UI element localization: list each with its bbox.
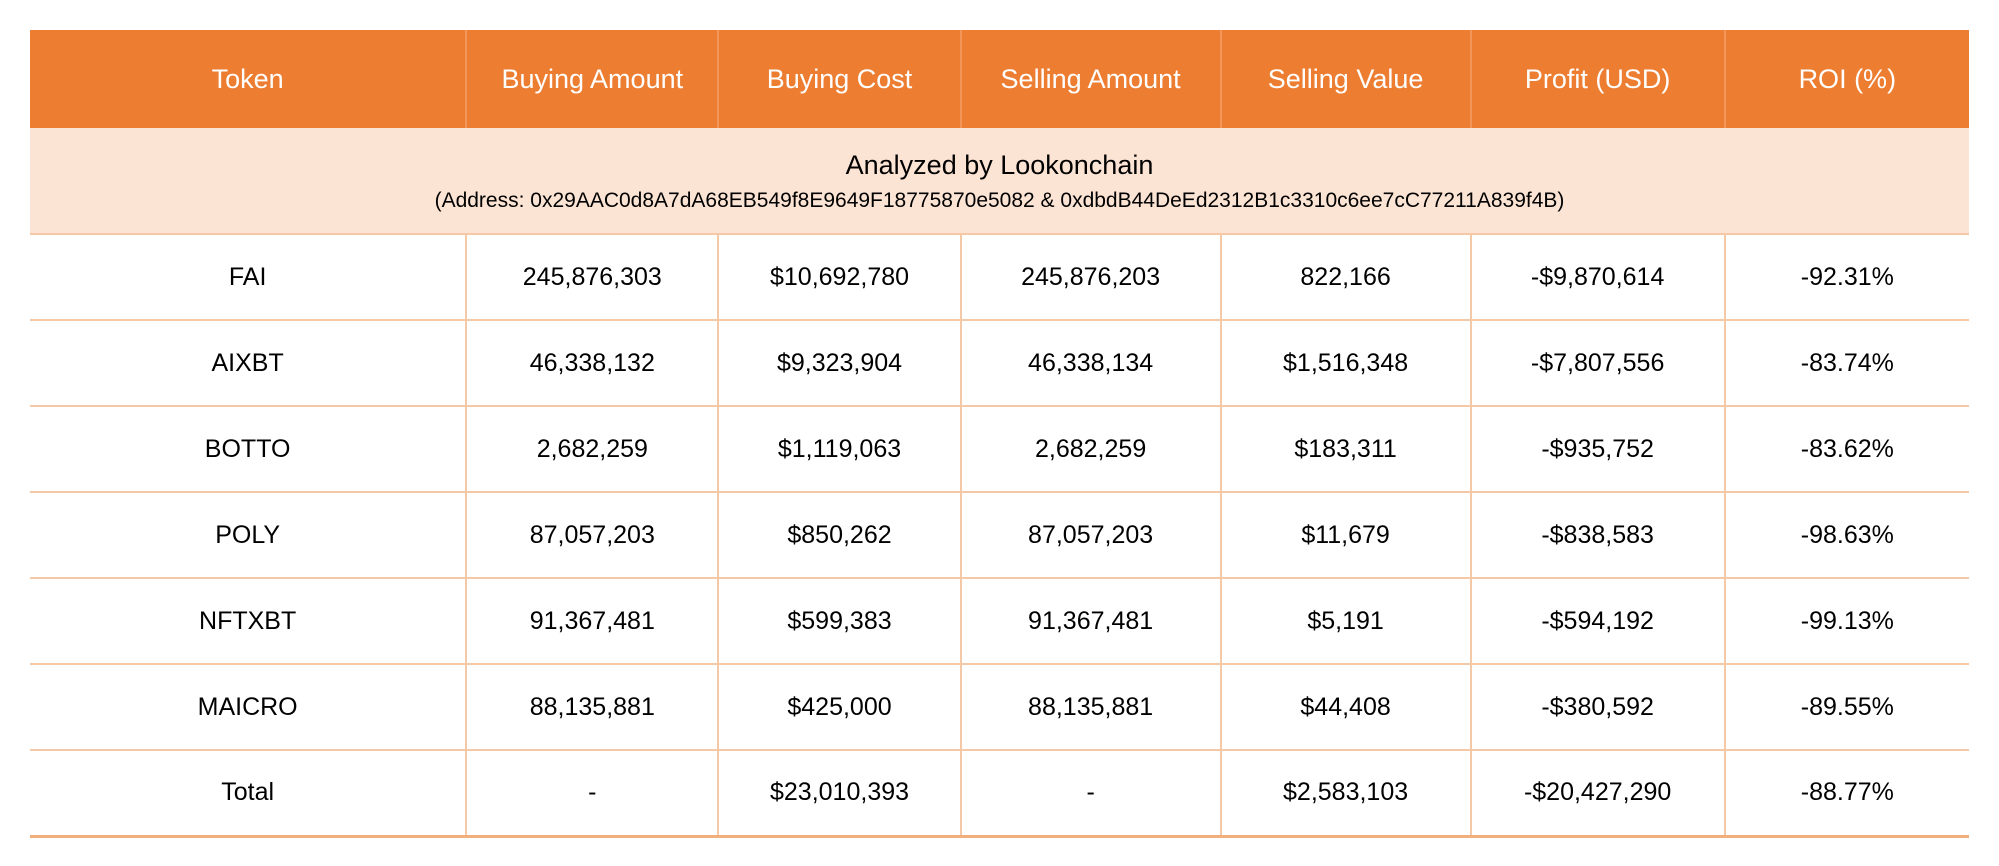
cell-buying-cost: $1,119,063 [718,406,962,493]
cell-buying-amount: 245,876,303 [466,234,720,321]
cell-selling-amount: - [960,750,1222,838]
cell-profit-usd: -$594,192 [1470,578,1726,665]
cell-token: FAI [30,234,468,321]
cell-roi: -92.31% [1724,234,1969,321]
analysis-banner-row: Analyzed by Lookonchain (Address: 0x29AA… [30,128,1969,235]
cell-token: NFTXBT [30,578,468,665]
cell-buying-cost: $850,262 [718,492,962,579]
cell-selling-value: $11,679 [1220,492,1472,579]
pnl-table-container: Token Buying Amount Buying Cost Selling … [30,30,1969,838]
column-header-selling-value: Selling Value [1220,30,1472,128]
cell-selling-amount: 87,057,203 [960,492,1222,579]
cell-buying-cost: $10,692,780 [718,234,962,321]
cell-roi: -99.13% [1724,578,1969,665]
cell-token: Total [30,750,468,838]
column-header-token: Token [30,30,468,128]
cell-roi: -98.63% [1724,492,1969,579]
table-row: AIXBT 46,338,132 $9,323,904 46,338,134 $… [30,320,1969,407]
cell-selling-value: $44,408 [1220,664,1472,751]
column-header-profit-usd: Profit (USD) [1470,30,1726,128]
banner-address: (Address: 0x29AAC0d8A7dA68EB549f8E9649F1… [434,189,1565,212]
cell-token: MAICRO [30,664,468,751]
cell-selling-amount: 88,135,881 [960,664,1222,751]
column-header-buying-cost: Buying Cost [718,30,962,128]
cell-profit-usd: -$9,870,614 [1470,234,1726,321]
cell-selling-amount: 46,338,134 [960,320,1222,407]
table-row: NFTXBT 91,367,481 $599,383 91,367,481 $5… [30,578,1969,665]
cell-buying-amount: 46,338,132 [466,320,720,407]
cell-buying-amount: 88,135,881 [466,664,720,751]
cell-buying-cost: $425,000 [718,664,962,751]
cell-selling-value: 822,166 [1220,234,1472,321]
table-row: MAICRO 88,135,881 $425,000 88,135,881 $4… [30,664,1969,751]
analysis-banner: Analyzed by Lookonchain (Address: 0x29AA… [30,128,1969,235]
cell-selling-amount: 2,682,259 [960,406,1222,493]
cell-buying-amount: 87,057,203 [466,492,720,579]
table-row: POLY 87,057,203 $850,262 87,057,203 $11,… [30,492,1969,579]
cell-buying-amount: 91,367,481 [466,578,720,665]
column-header-selling-amount: Selling Amount [960,30,1222,128]
cell-selling-value: $2,583,103 [1220,750,1472,838]
cell-token: POLY [30,492,468,579]
cell-selling-amount: 245,876,203 [960,234,1222,321]
cell-profit-usd: -$380,592 [1470,664,1726,751]
token-pnl-table: Token Buying Amount Buying Cost Selling … [30,30,1969,838]
cell-token: BOTTO [30,406,468,493]
column-header-roi: ROI (%) [1724,30,1969,128]
cell-roi: -88.77% [1724,750,1969,838]
cell-profit-usd: -$838,583 [1470,492,1726,579]
cell-buying-cost: $9,323,904 [718,320,962,407]
cell-selling-value: $5,191 [1220,578,1472,665]
cell-token: AIXBT [30,320,468,407]
cell-buying-amount: - [466,750,720,838]
header-row: Token Buying Amount Buying Cost Selling … [30,30,1969,128]
cell-profit-usd: -$20,427,290 [1470,750,1726,838]
cell-roi: -83.74% [1724,320,1969,407]
cell-roi: -89.55% [1724,664,1969,751]
table-row: FAI 245,876,303 $10,692,780 245,876,203 … [30,234,1969,321]
cell-buying-cost: $23,010,393 [718,750,962,838]
banner-title: Analyzed by Lookonchain [845,149,1154,180]
cell-buying-cost: $599,383 [718,578,962,665]
total-row: Total - $23,010,393 - $2,583,103 -$20,42… [30,750,1969,838]
column-header-buying-amount: Buying Amount [466,30,720,128]
cell-buying-amount: 2,682,259 [466,406,720,493]
cell-profit-usd: -$7,807,556 [1470,320,1726,407]
cell-roi: -83.62% [1724,406,1969,493]
cell-selling-amount: 91,367,481 [960,578,1222,665]
cell-selling-value: $183,311 [1220,406,1472,493]
table-row: BOTTO 2,682,259 $1,119,063 2,682,259 $18… [30,406,1969,493]
cell-selling-value: $1,516,348 [1220,320,1472,407]
cell-profit-usd: -$935,752 [1470,406,1726,493]
